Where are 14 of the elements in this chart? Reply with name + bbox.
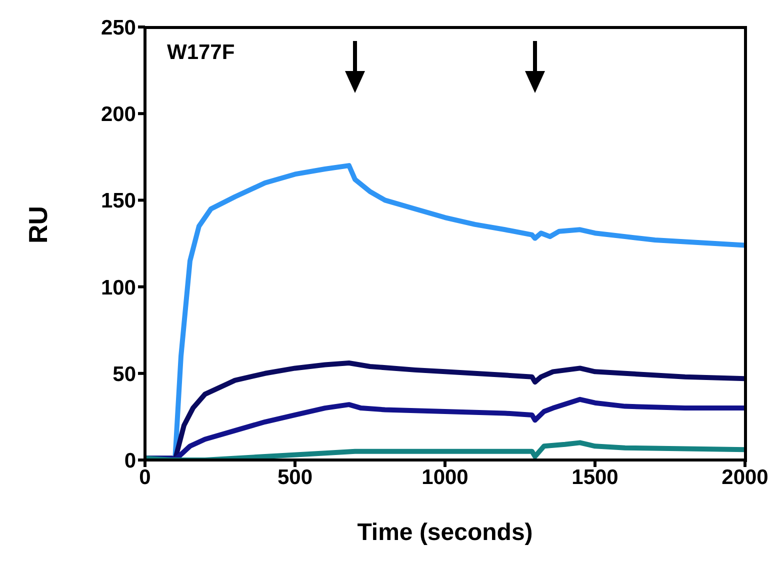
x-tick-label: 0 — [139, 466, 151, 489]
x-tick-label: 1000 — [422, 466, 468, 489]
y-tick-label: 250 — [100, 16, 136, 40]
x-tick-label: 500 — [277, 466, 313, 489]
annotation: W177F — [167, 41, 235, 65]
y-tick-label: 200 — [100, 103, 136, 126]
x-tick-label: 1500 — [572, 466, 618, 489]
x-axis-title: Time (seconds) — [357, 519, 533, 546]
y-tick-label: 50 — [112, 362, 136, 386]
y-tick-label: 0 — [124, 449, 136, 472]
y-axis-title: RU — [23, 206, 54, 244]
x-tick-label: 2000 — [722, 466, 768, 489]
y-tick-label: 100 — [100, 276, 136, 300]
y-tick-label: 150 — [100, 190, 136, 213]
